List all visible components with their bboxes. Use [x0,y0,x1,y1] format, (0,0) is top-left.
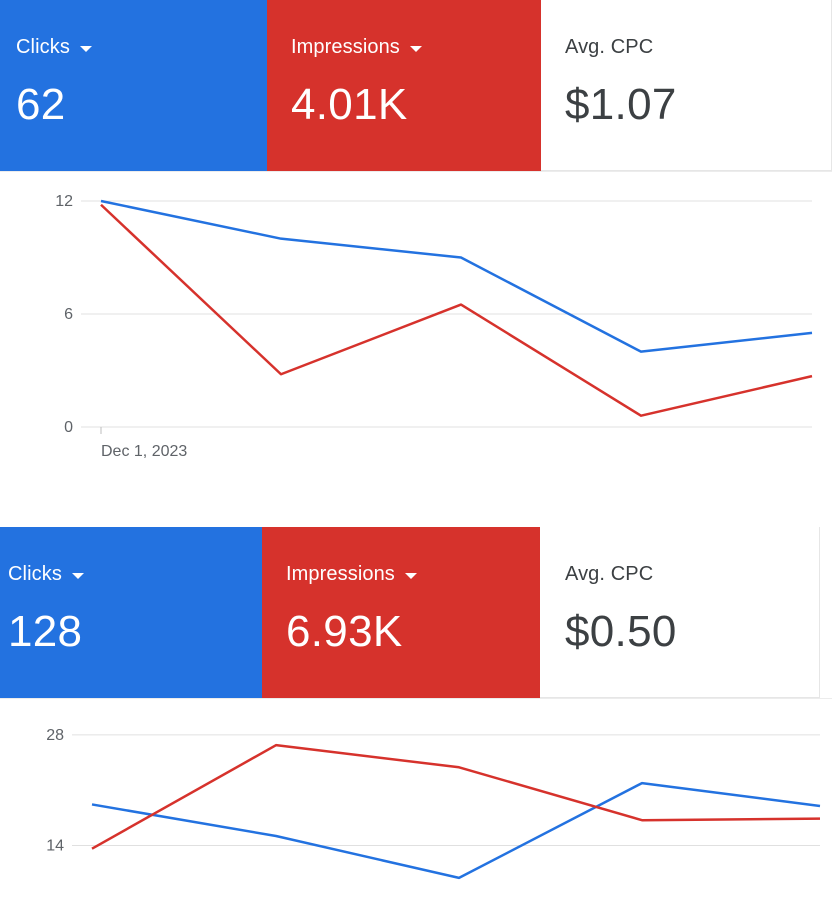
impressions-metric-selector[interactable]: Impressions [291,36,422,59]
series-line-2[interactable] [91,743,821,850]
avg-cpc-scorecard[interactable]: Avg. CPC $0.50 [540,527,820,698]
clicks-value: 62 [16,80,66,129]
clicks-label: Clicks [8,563,62,585]
clicks-label: Clicks [16,36,70,58]
y-tick-label: 6 [64,306,73,323]
metrics-panel-2: Clicks 128 Impressions 6.93K Avg. CPC $0… [0,527,832,912]
clicks-value: 128 [8,607,83,656]
line-chart: 0 6 12 Dec 1, 2023 [0,171,832,460]
clicks-scorecard[interactable]: Clicks 62 [0,0,267,171]
series-line-2[interactable] [100,203,813,417]
series-line-1[interactable] [100,199,813,353]
dropdown-caret-icon[interactable] [79,45,92,52]
avg-cpc-label: Avg. CPC [565,563,654,585]
impressions-label: Impressions [291,36,400,58]
avg-cpc-label: Avg. CPC [565,36,654,58]
dropdown-caret-icon[interactable] [404,572,417,579]
impressions-value: 4.01K [291,80,408,129]
metrics-panel-1: Clicks 62 Impressions 4.01K Avg. CPC $1.… [0,0,832,460]
impressions-label: Impressions [286,563,395,585]
avg-cpc-value: $1.07 [565,80,677,129]
impressions-scorecard[interactable]: Impressions 4.01K [267,0,541,171]
impressions-value: 6.93K [286,607,403,656]
dropdown-caret-icon[interactable] [409,45,422,52]
avg-cpc-value: $0.50 [565,607,677,656]
y-tick-label: 0 [64,419,73,436]
series-line-1[interactable] [91,781,821,880]
clicks-metric-selector[interactable]: Clicks [8,563,84,586]
y-tick-label: 28 [46,727,64,744]
avg-cpc-scorecard[interactable]: Avg. CPC $1.07 [541,0,832,171]
impressions-metric-selector[interactable]: Impressions [286,563,417,586]
clicks-scorecard[interactable]: Clicks 128 [0,527,262,698]
clicks-metric-selector[interactable]: Clicks [16,36,92,59]
line-chart: 14 28 [0,698,832,880]
y-tick-label: 14 [46,838,64,855]
y-tick-label: 12 [55,193,73,210]
impressions-scorecard[interactable]: Impressions 6.93K [262,527,540,698]
dropdown-caret-icon[interactable] [71,572,84,579]
x-tick-label: Dec 1, 2023 [101,443,187,460]
